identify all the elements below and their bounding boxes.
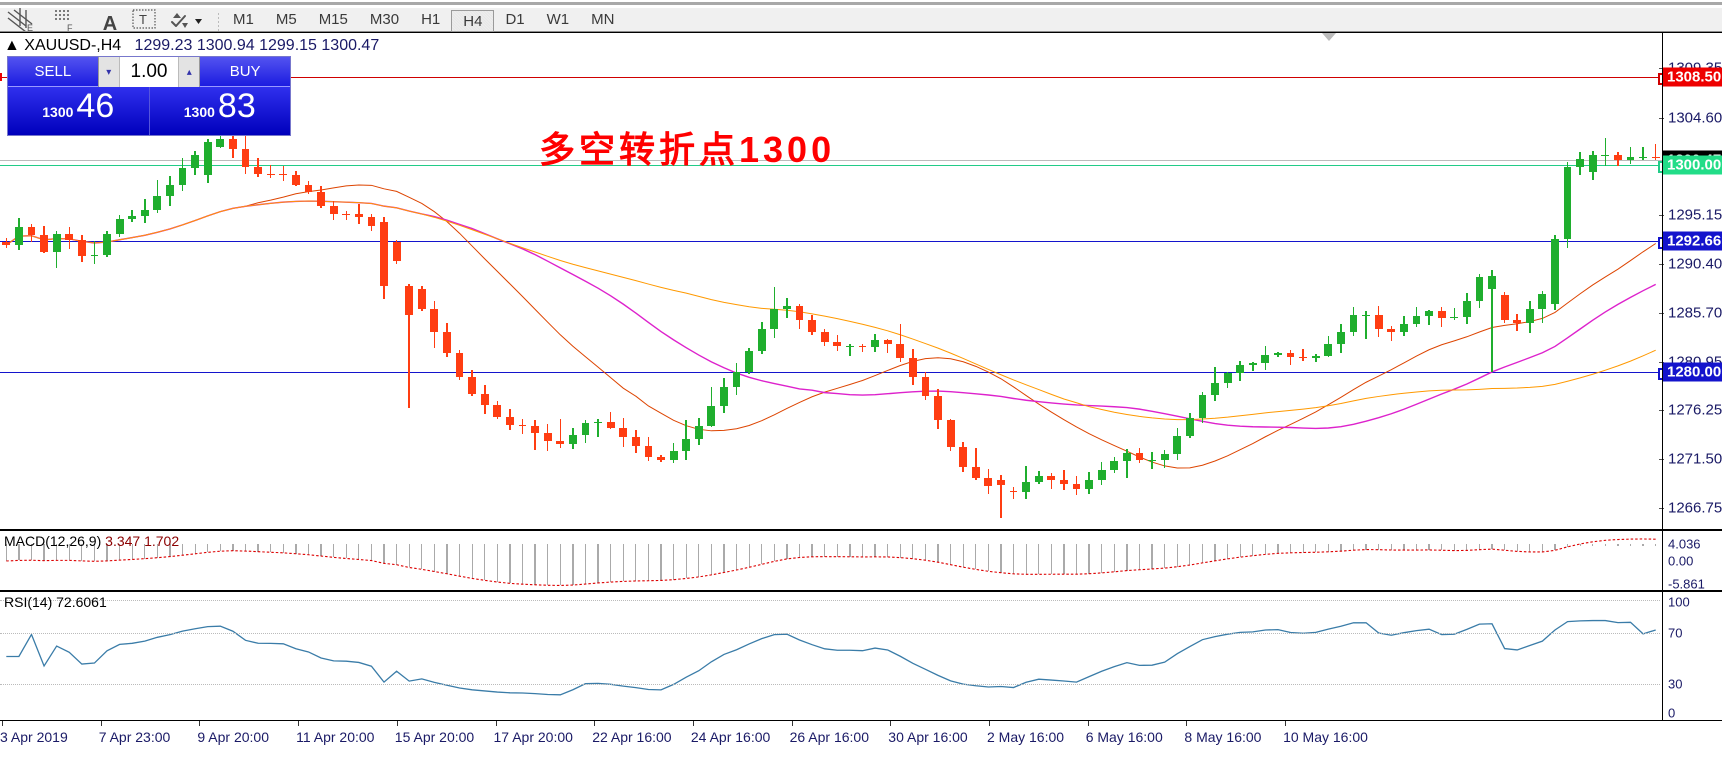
svg-text:F: F — [67, 23, 73, 32]
svg-text:E: E — [27, 23, 33, 32]
svg-text:T: T — [139, 12, 147, 27]
